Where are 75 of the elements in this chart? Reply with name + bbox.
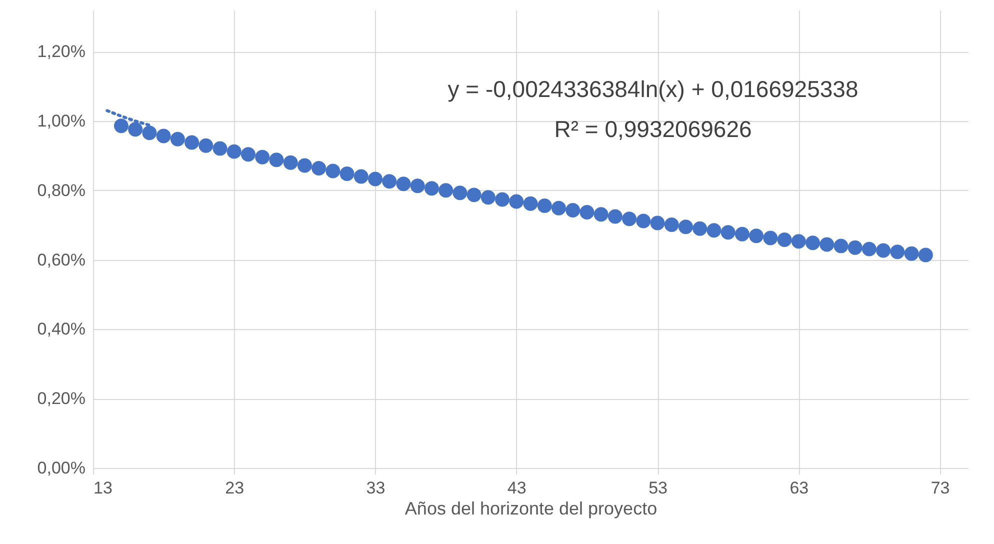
point xyxy=(791,234,806,249)
point xyxy=(368,172,383,186)
point xyxy=(720,225,736,240)
y-tick-label: 0,60% xyxy=(37,250,86,270)
y-tick-label: 1,00% xyxy=(37,112,86,131)
x-tick-label: 23 xyxy=(225,478,244,498)
point xyxy=(114,118,128,134)
x-tick-label: 73 xyxy=(930,478,950,498)
y-tick-label: 0,80% xyxy=(37,180,86,200)
point xyxy=(749,228,764,244)
x-tick-label: 63 xyxy=(790,478,809,498)
point xyxy=(269,152,284,168)
point xyxy=(734,226,750,242)
point xyxy=(198,138,214,153)
point xyxy=(904,246,919,261)
point xyxy=(495,192,510,207)
point xyxy=(636,214,651,228)
point xyxy=(354,169,368,184)
point xyxy=(480,190,496,205)
y-tick-label: 0,00% xyxy=(37,458,86,478)
point xyxy=(918,248,933,262)
point xyxy=(466,188,482,202)
point xyxy=(382,174,397,189)
point xyxy=(340,166,354,181)
point xyxy=(890,244,905,260)
point xyxy=(212,141,228,156)
point xyxy=(226,144,242,159)
point xyxy=(438,183,454,198)
x-tick-label: 13 xyxy=(94,478,112,498)
point xyxy=(820,237,834,252)
x-axis-title: Años del horizonte del proyecto xyxy=(404,498,658,518)
point xyxy=(537,198,552,213)
point xyxy=(580,205,594,220)
point xyxy=(650,216,665,230)
point xyxy=(678,220,693,234)
point xyxy=(523,196,538,211)
point xyxy=(240,147,256,162)
point xyxy=(142,126,157,140)
point xyxy=(312,160,326,176)
point xyxy=(396,176,411,192)
point xyxy=(594,207,608,222)
point xyxy=(452,186,468,200)
point xyxy=(326,164,340,178)
point xyxy=(848,240,862,255)
point xyxy=(622,212,637,226)
point xyxy=(509,194,524,209)
point xyxy=(156,128,171,144)
x-tick-label: 43 xyxy=(507,478,526,498)
point xyxy=(706,223,722,238)
point xyxy=(862,242,876,256)
point xyxy=(806,236,820,250)
y-tick-label: 1,20% xyxy=(37,42,86,62)
point xyxy=(608,209,622,224)
annotation: y = -0,0024336384ln(x) + 0,0166925338 xyxy=(448,76,858,102)
x-tick-label: 53 xyxy=(648,478,668,498)
x-tick-label: 33 xyxy=(366,478,386,498)
point xyxy=(410,178,425,194)
point xyxy=(255,150,270,164)
point xyxy=(551,200,566,216)
point xyxy=(834,238,848,254)
point xyxy=(184,135,200,150)
point xyxy=(566,202,580,218)
point xyxy=(297,158,312,173)
point xyxy=(424,181,439,196)
y-tick-label: 0,40% xyxy=(37,320,86,339)
point xyxy=(777,232,792,247)
point xyxy=(664,218,679,232)
point xyxy=(692,221,708,236)
point xyxy=(283,155,298,170)
point xyxy=(170,132,185,146)
annotation: R² = 0,9932069626 xyxy=(554,116,752,142)
point xyxy=(763,230,778,246)
point xyxy=(876,243,891,258)
y-tick-label: 0,20% xyxy=(37,389,86,408)
point xyxy=(128,122,143,137)
